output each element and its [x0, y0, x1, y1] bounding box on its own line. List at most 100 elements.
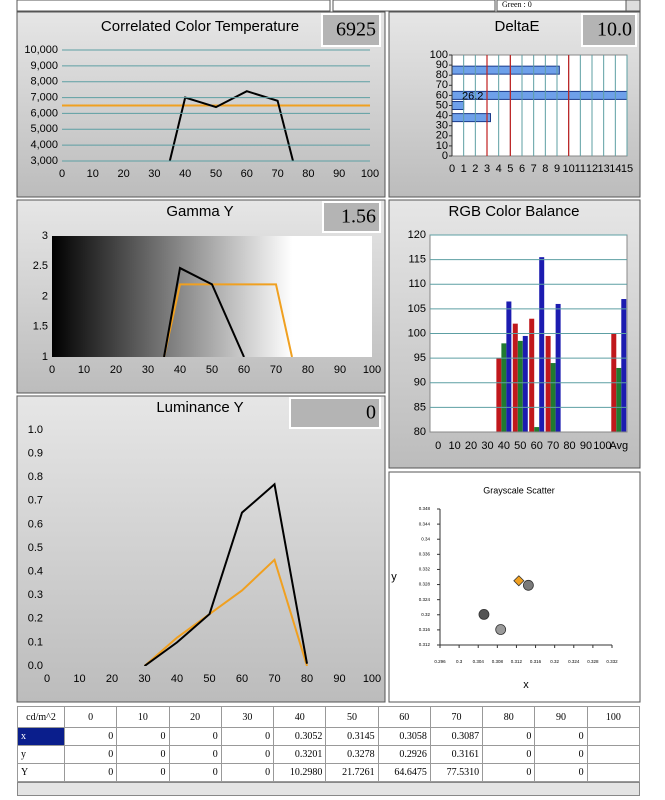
table-cell[interactable]: 0 — [63, 745, 118, 764]
readout-box — [322, 201, 381, 233]
table-cell[interactable]: 77.5310 — [429, 763, 484, 782]
table-cell[interactable]: 0.3201 — [273, 745, 327, 764]
table-cell[interactable]: 0 — [116, 727, 170, 746]
y-tick-label: 0.8 — [28, 471, 43, 483]
data-table: cd/m^2 0 10 20 30 40 50 60 70 80 90 100 x 0 0 0 0 0.3052 0… — [17, 706, 641, 782]
table-cell[interactable]: 0 — [63, 727, 118, 746]
table-cell[interactable] — [586, 727, 641, 746]
bar — [452, 65, 560, 75]
x-tick-label: 100 — [361, 168, 379, 180]
table-cell[interactable]: 0 — [534, 727, 588, 746]
table-cell[interactable]: 0 — [116, 745, 170, 764]
x-tick-label: 0 — [49, 364, 55, 376]
table-cell[interactable] — [586, 745, 641, 764]
point — [522, 579, 534, 591]
x-tick-label: 4 — [496, 163, 502, 175]
table-cell[interactable]: 0 — [534, 745, 588, 764]
table-cell[interactable]: 0 — [482, 763, 536, 782]
bar — [529, 318, 535, 432]
x-tick-label: 90 — [580, 440, 592, 452]
x-tick-label: 70 — [547, 440, 559, 452]
y-tick-label: 90 — [436, 59, 448, 71]
y-tick-label: 50 — [436, 99, 448, 111]
x-tick-label: 7 — [531, 163, 537, 175]
table-row: y 0 0 0 0 0.3201 0.3278 0.2926 0.3161 0 0 — [17, 745, 641, 764]
x-tick-label: 70 — [268, 673, 280, 685]
x-tick-label: 90 — [334, 364, 346, 376]
table-cell[interactable]: 0.3058 — [377, 727, 431, 746]
header-cell: 90 — [534, 706, 588, 728]
table-cell[interactable]: 0 — [534, 763, 588, 782]
x-tick-label: 60 — [241, 168, 253, 180]
y-tick-label: 110 — [408, 278, 426, 290]
dropdown-button[interactable] — [625, 0, 641, 12]
bar — [452, 90, 627, 100]
table-cell[interactable]: 0 — [482, 727, 536, 746]
chart-title: Luminance Y — [156, 399, 243, 416]
top-box — [332, 0, 496, 12]
chart-title: Gamma Y — [166, 203, 233, 220]
x-tick-label: 90 — [333, 673, 345, 685]
table-cell[interactable]: y — [17, 745, 65, 764]
scrollbar[interactable] — [17, 782, 640, 796]
table-cell[interactable]: x — [17, 727, 65, 746]
table-cell[interactable]: 0 — [168, 727, 222, 746]
x-tick-label: 100 — [363, 673, 381, 685]
readout-box — [321, 13, 381, 47]
y-tick-label: 2.5 — [33, 260, 48, 272]
x-tick-label: 12 — [586, 163, 598, 175]
header-cell: 30 — [220, 706, 275, 728]
table-cell[interactable]: 0.3278 — [325, 745, 379, 764]
table-cell[interactable]: 0.2926 — [377, 745, 431, 764]
table-cell[interactable]: 0 — [220, 763, 275, 782]
x-tick-label: 100 — [593, 440, 611, 452]
header-cell: 40 — [273, 706, 327, 728]
x-tick-label: 0.324 — [568, 659, 580, 664]
table-cell[interactable]: 0 — [63, 763, 118, 782]
header-cell: 0 — [63, 706, 118, 728]
header-cell: 70 — [429, 706, 484, 728]
table-cell[interactable]: 21.7261 — [325, 763, 379, 782]
x-tick-label: 0.304 — [473, 659, 485, 664]
y-tick-label: 10,000 — [24, 44, 58, 56]
x-tick-label: 10 — [563, 163, 575, 175]
table-cell[interactable] — [586, 763, 641, 782]
table-cell[interactable]: 0 — [168, 763, 222, 782]
header-cell: 20 — [168, 706, 222, 728]
y-tick-label: 60 — [436, 89, 448, 101]
y-tick-label: 0.344 — [419, 521, 431, 526]
table-cell[interactable]: 64.6475 — [377, 763, 431, 782]
table-cell[interactable]: 0.3145 — [325, 727, 379, 746]
x-tick-label: 0.32 — [550, 659, 559, 664]
x-tick-label: 15 — [621, 163, 633, 175]
bar — [496, 358, 502, 432]
plot-area — [52, 236, 372, 357]
table-cell[interactable]: 0.3052 — [273, 727, 327, 746]
x-tick-label: 70 — [271, 168, 283, 180]
y-tick-label: 80 — [414, 426, 426, 438]
header-cell: 50 — [325, 706, 379, 728]
y-tick-label: 0 — [442, 150, 448, 162]
line-series — [143, 557, 308, 666]
table-cell[interactable]: 10.2980 — [273, 763, 327, 782]
table-cell[interactable]: 0 — [482, 745, 536, 764]
y-tick-label: 70 — [436, 79, 448, 91]
y-tick-label: 0.4 — [28, 566, 43, 578]
x-tick-label: 50 — [203, 673, 215, 685]
table-cell[interactable]: 0 — [116, 763, 170, 782]
y-tick-label: 8,000 — [30, 76, 58, 88]
chart-title: DeltaE — [494, 18, 539, 35]
table-cell[interactable]: 0 — [168, 745, 222, 764]
table-cell[interactable]: 0.3087 — [429, 727, 484, 746]
table-cell[interactable]: 0 — [220, 727, 275, 746]
plot-marks — [452, 65, 627, 123]
x-tick-label: 3 — [484, 163, 490, 175]
y-tick-label: 20 — [436, 130, 448, 142]
x-tick-label: 40 — [171, 673, 183, 685]
table-cell[interactable]: 0 — [220, 745, 275, 764]
table-cell[interactable]: Y — [17, 763, 65, 782]
x-tick-label: 0.328 — [587, 659, 599, 664]
table-cell[interactable]: 0.3161 — [429, 745, 484, 764]
x-tick-label: 0 — [435, 440, 441, 452]
